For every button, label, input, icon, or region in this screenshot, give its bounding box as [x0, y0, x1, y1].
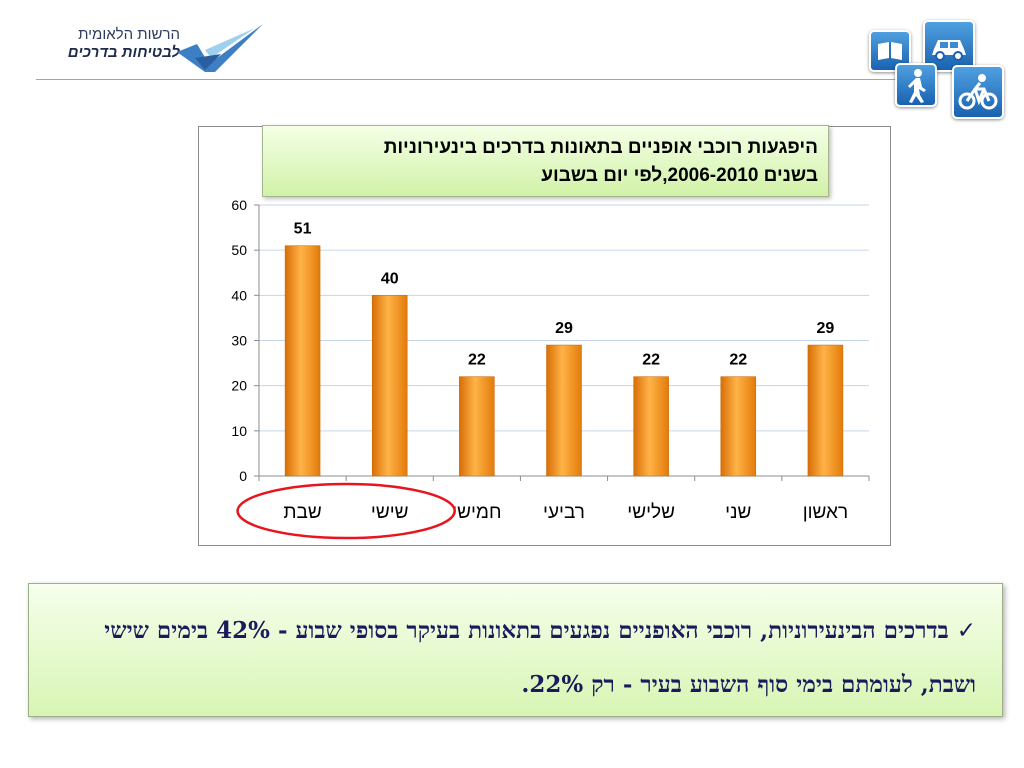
chart-title-line2: בשנים 2006-2010,לפי יום בשבוע [541, 165, 818, 186]
x-tick-label: שבת [283, 502, 321, 523]
chart-title-line1: היפגעות רוכבי אופניים בתאונות בדרכים בינ… [383, 137, 818, 158]
data-label: 29 [555, 320, 573, 337]
bar [720, 376, 757, 477]
x-tick-label: שישי [371, 502, 409, 523]
x-tick-label: חמישי [452, 502, 501, 523]
bicycle-icon [952, 65, 1004, 119]
logo-line2: לבטיחות בדרכים [67, 44, 180, 61]
bar [284, 245, 321, 477]
bar-chart: 0 10 20 30 40 50 60 29 ראשון 22 שני 22 שלישי 29 רביעי 2… [231, 197, 870, 540]
note-text: בדרכים הבינעירוניות, רוכבי האופניים נפגע… [104, 617, 976, 698]
data-label: 22 [729, 352, 747, 369]
x-tick-label: שלישי [627, 502, 675, 523]
bar [459, 376, 495, 477]
car-icon [923, 20, 975, 72]
bar [371, 295, 408, 477]
book-icon [869, 30, 911, 72]
data-label: 51 [294, 221, 312, 238]
data-label: 22 [468, 352, 486, 369]
y-tick-label: 10 [231, 423, 247, 439]
header-rule [36, 79, 896, 80]
y-tick-label: 50 [231, 242, 247, 258]
y-tick-label: 20 [231, 378, 247, 394]
bar [807, 344, 844, 477]
chart-title-box: היפגעות רוכבי אופניים בתאונות בדרכים בינ… [262, 125, 829, 197]
bar [633, 376, 669, 477]
y-tick-label: 30 [231, 333, 247, 349]
y-tick-label: 40 [231, 287, 247, 303]
pedestrian-icon [895, 63, 937, 107]
authority-logo: הרשות הלאומית לבטיחות בדרכים [30, 14, 270, 76]
y-tick-label: 60 [231, 197, 247, 213]
y-tick-label: 0 [239, 468, 247, 484]
logo-check-icon [177, 24, 263, 72]
logo-line1: הרשות הלאומית [78, 26, 180, 43]
x-tick-label: ראשון [803, 502, 848, 523]
data-label: 40 [381, 270, 399, 287]
data-label: 22 [642, 352, 660, 369]
highlight-ellipse [236, 482, 456, 540]
x-tick-label: רביעי [543, 502, 585, 523]
x-tick-label: שני [725, 502, 751, 523]
note-box: ✓ בדרכים הבינעירוניות, רוכבי האופניים נפ… [28, 583, 1003, 717]
data-label: 29 [817, 320, 835, 337]
bar [546, 344, 582, 477]
check-icon: ✓ [956, 618, 976, 644]
